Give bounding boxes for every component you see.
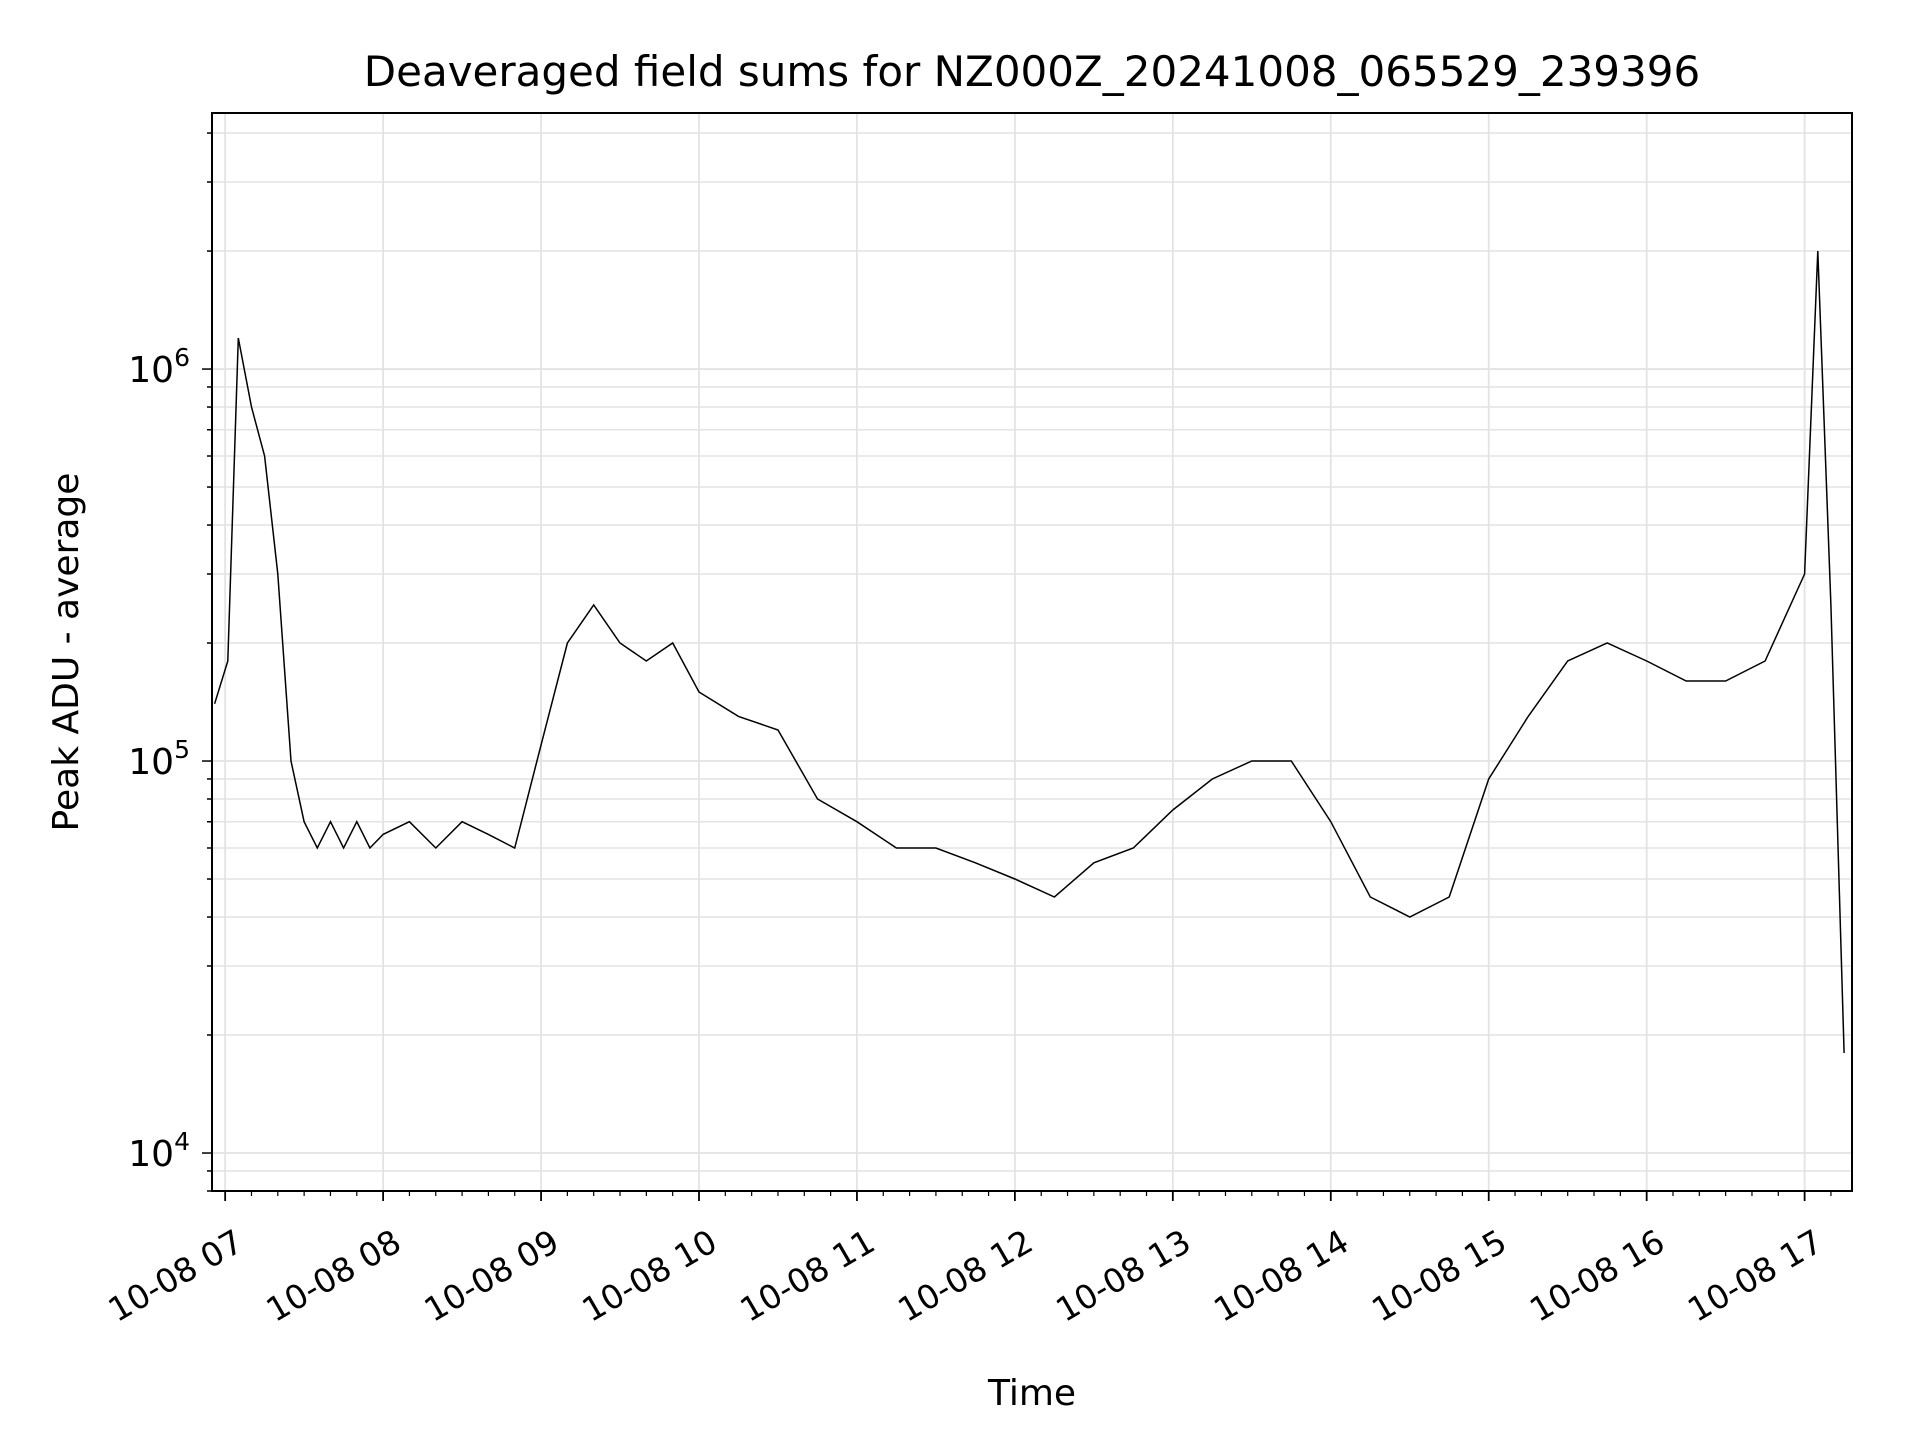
y-tick-label: 104 (128, 1127, 190, 1175)
series-line (213, 250, 1845, 1054)
chart-title: Deaveraged field sums for NZ000Z_2024100… (364, 47, 1700, 96)
y-axis-label: Peak ADU - average (46, 473, 87, 832)
data-line (213, 250, 1845, 1054)
plot-frame (211, 112, 1853, 1192)
y-tick-label: 106 (128, 343, 190, 391)
y-tick-label: 105 (128, 735, 190, 783)
grid (212, 113, 1852, 1192)
x-axis-label: Time (987, 1373, 1076, 1414)
